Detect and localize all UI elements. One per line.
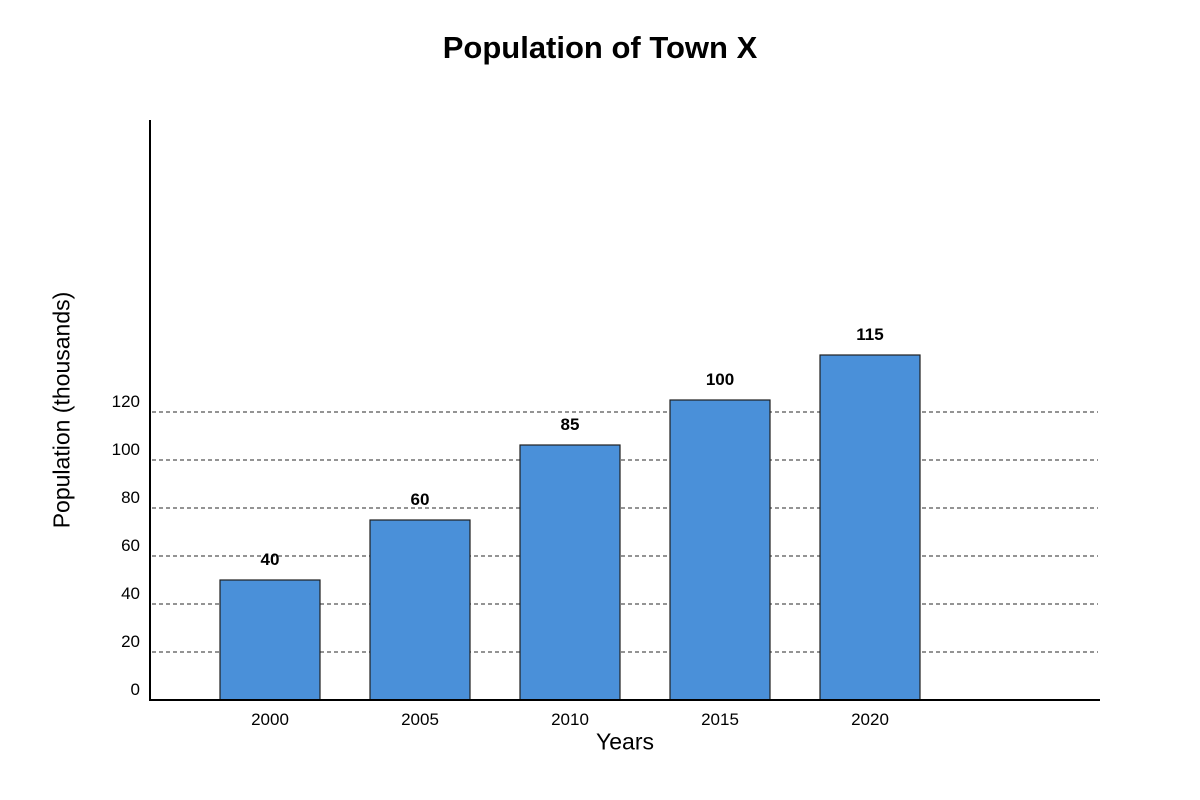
bar [219, 579, 321, 701]
bar [519, 444, 621, 701]
y-tick-label: 60 [121, 536, 140, 555]
x-axis-label: Years [596, 728, 654, 755]
y-tick-label: 40 [121, 584, 140, 603]
y-tick-label: 100 [112, 440, 140, 459]
bar-value-label: 60 [411, 490, 430, 509]
bars [219, 354, 921, 701]
x-tick-label: 2000 [251, 710, 289, 729]
data-labels: 40 60 85 100 115 [261, 325, 884, 569]
x-tick-label: 2015 [701, 710, 739, 729]
x-tick-label: 2020 [851, 710, 889, 729]
x-tick-label: 2010 [551, 710, 589, 729]
axes [149, 120, 1100, 701]
bar-value-label: 115 [856, 325, 883, 344]
y-tick-label: 80 [121, 488, 140, 507]
x-tick-label: 2005 [401, 710, 439, 729]
bar-value-label: 40 [261, 550, 280, 569]
y-tick-labels: 0 20 40 60 80 100 120 [112, 392, 140, 699]
bar-value-label: 85 [561, 415, 580, 434]
bar-value-label: 100 [706, 370, 734, 389]
y-axis-label: Population (thousands) [48, 291, 75, 529]
bar [669, 399, 771, 701]
y-tick-label: 20 [121, 632, 140, 651]
bar [819, 354, 921, 701]
y-tick-label: 0 [131, 680, 140, 699]
bar [369, 519, 471, 701]
y-tick-label: 120 [112, 392, 140, 411]
x-tick-labels: 2000 2005 2010 2015 2020 [251, 710, 889, 729]
chart-title: Population of Town X [442, 30, 758, 65]
